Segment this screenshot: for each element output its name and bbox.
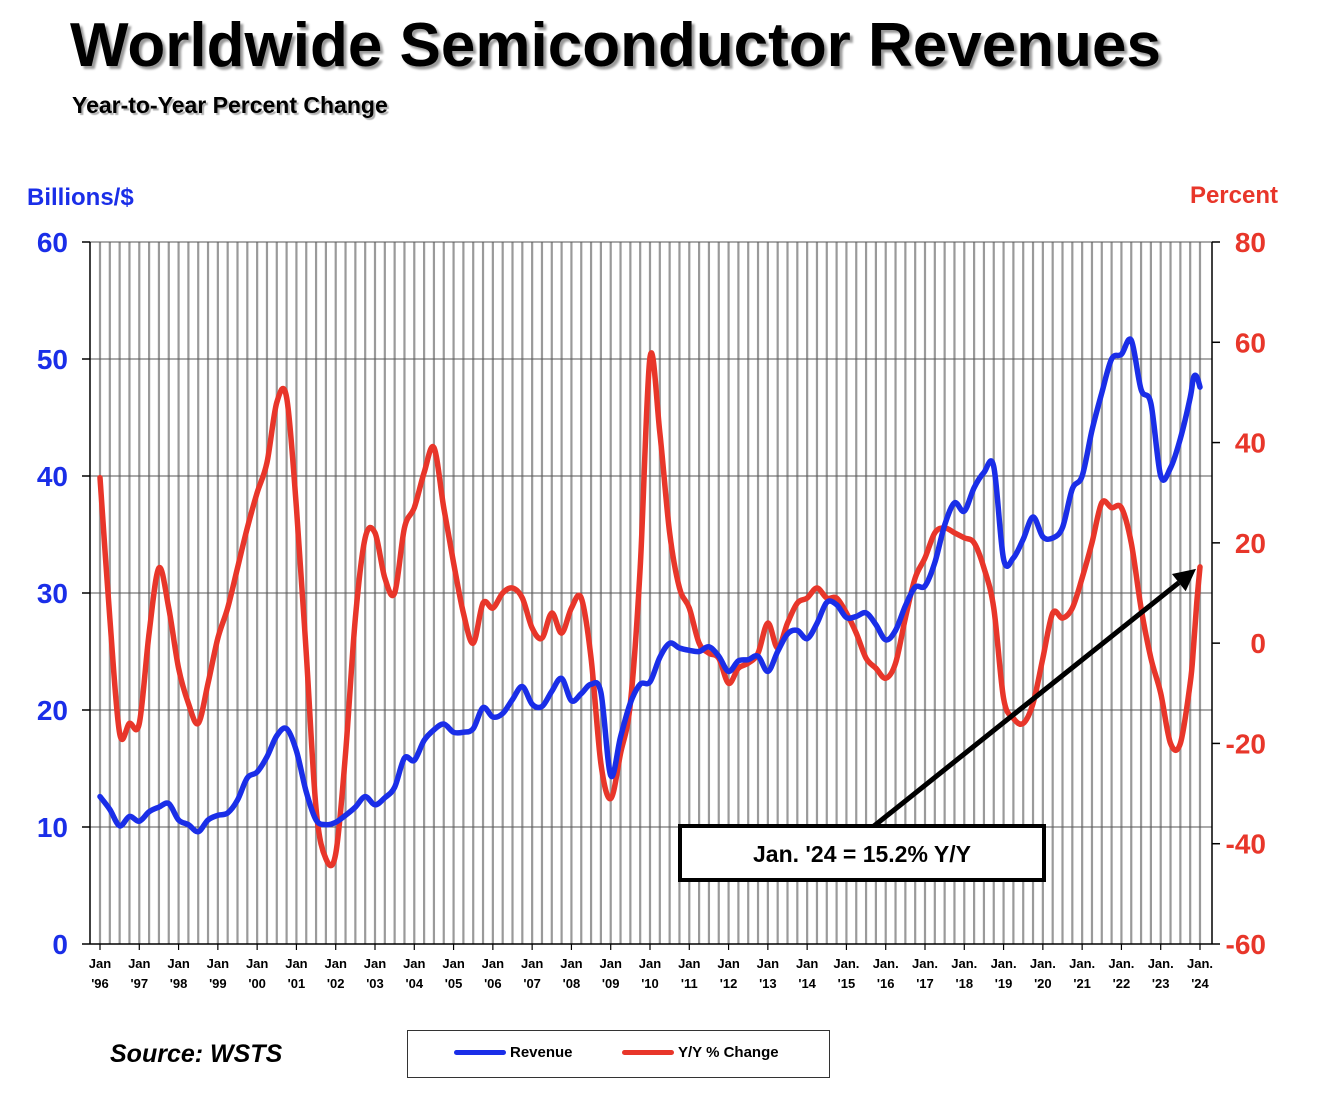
x-tick-label-month: Jan — [442, 956, 464, 971]
right-tick-label: -20 — [1226, 728, 1266, 759]
x-tick-label-month: Jan — [364, 956, 386, 971]
x-tick-label-year: '03 — [366, 976, 384, 991]
chart-title: Worldwide Semiconductor Revenues — [70, 11, 1161, 80]
x-tick-label-month: Jan — [482, 956, 504, 971]
x-tick-label-month: Jan — [678, 956, 700, 971]
x-tick-label-year: '01 — [288, 976, 306, 991]
x-tick-label-month: Jan — [128, 956, 150, 971]
chart-subtitle: Year-to-Year Percent Change — [72, 92, 388, 118]
x-tick-label-year: '21 — [1073, 976, 1091, 991]
right-tick-label: 60 — [1235, 327, 1266, 358]
vertical-gridlines — [90, 241, 1212, 944]
source-note: Source: WSTS — [110, 1040, 283, 1068]
x-tick-label-month: Jan — [796, 956, 818, 971]
x-tick-label-year: '16 — [877, 976, 895, 991]
x-tick-label-month: Jan. — [912, 956, 938, 971]
left-tick-label: 50 — [37, 344, 68, 375]
legend-label-revenue: Revenue — [510, 1044, 573, 1061]
x-tick-label-year: '04 — [406, 976, 424, 991]
annotation-arrow-head — [1171, 568, 1196, 592]
x-tick-label-month: Jan — [167, 956, 189, 971]
x-tick-label-year: '07 — [523, 976, 541, 991]
right-tick-label: 80 — [1235, 227, 1266, 258]
x-axis-ticks: Jan '96 Jan '97 Jan '98 Jan '99 Jan '00 Jan '01 Jan '… — [89, 944, 1213, 991]
x-tick-label-month: Jan. — [951, 956, 977, 971]
annotation: Jan. '24 = 15.2% Y/Y — [678, 568, 1196, 882]
x-tick-label-year: '09 — [602, 976, 620, 991]
left-tick-label: 40 — [37, 461, 68, 492]
left-tick-label: 10 — [37, 812, 68, 843]
right-tick-label: 20 — [1235, 528, 1266, 559]
x-tick-label-month: Jan — [207, 956, 229, 971]
x-tick-label-month: Jan — [89, 956, 111, 971]
annotation-box — [678, 824, 1046, 882]
legend-label-yoy: Y/Y % Change — [678, 1044, 779, 1061]
x-tick-label-year: '18 — [956, 976, 974, 991]
legend-swatch-revenue — [454, 1050, 506, 1055]
x-tick-label-month: Jan — [521, 956, 543, 971]
x-tick-label-month: Jan. — [1187, 956, 1213, 971]
x-tick-label-month: Jan — [600, 956, 622, 971]
x-tick-label-month: Jan — [285, 956, 307, 971]
left-tick-label: 20 — [37, 695, 68, 726]
x-tick-label-month: Jan — [403, 956, 425, 971]
x-tick-label-year: '10 — [641, 976, 659, 991]
x-tick-label-year: '06 — [484, 976, 502, 991]
x-tick-label-year: '96 — [91, 976, 109, 991]
right-tick-label: -60 — [1226, 929, 1266, 960]
left-tick-label: 0 — [52, 929, 68, 960]
x-tick-label-year: '13 — [759, 976, 777, 991]
annotation-text: Jan. '24 = 15.2% Y/Y — [753, 841, 971, 867]
x-tick-label-year: '05 — [445, 976, 463, 991]
left-tick-label: 60 — [37, 227, 68, 258]
annotation-arrow-shaft — [872, 580, 1181, 828]
x-tick-label-month: Jan. — [1108, 956, 1134, 971]
x-tick-label-year: '24 — [1191, 976, 1209, 991]
right-axis-ticks: -60 -40 -20 0 20 40 60 80 — [1212, 227, 1266, 960]
x-tick-label-year: '00 — [248, 976, 266, 991]
left-axis-ticks: 0 10 20 30 40 50 60 — [37, 227, 90, 960]
right-tick-label: 0 — [1250, 628, 1266, 659]
x-tick-label-year: '15 — [838, 976, 856, 991]
x-tick-label-month: Jan — [717, 956, 739, 971]
x-tick-label-month: Jan — [757, 956, 779, 971]
right-axis-label: Percent — [1189, 182, 1278, 209]
x-tick-label-year: '20 — [1034, 976, 1052, 991]
x-tick-label-month: Jan — [246, 956, 268, 971]
legend: Revenue Y/Y % Change — [407, 1030, 830, 1078]
x-tick-label-month: Jan. — [873, 956, 899, 971]
x-tick-label-month: Jan. — [833, 956, 859, 971]
x-tick-label-year: '23 — [1152, 976, 1170, 991]
x-tick-label-year: '11 — [681, 976, 698, 991]
x-tick-label-year: '17 — [916, 976, 934, 991]
x-tick-label-year: '99 — [209, 976, 227, 991]
legend-item-yoy: Y/Y % Change — [622, 1044, 779, 1061]
x-tick-label-month: Jan — [325, 956, 347, 971]
legend-item-revenue: Revenue — [454, 1044, 573, 1061]
series-lines — [97, 336, 1203, 869]
x-tick-label-year: '08 — [563, 976, 581, 991]
x-tick-label-month: Jan. — [991, 956, 1017, 971]
right-tick-label: -40 — [1226, 829, 1266, 860]
x-tick-label-month: Jan. — [1148, 956, 1174, 971]
x-tick-label-month: Jan. — [1030, 956, 1056, 971]
x-tick-label-year: '98 — [170, 976, 188, 991]
left-axis-label: Billions/$ — [27, 184, 134, 211]
x-tick-label-year: '19 — [995, 976, 1013, 991]
x-tick-label-month: Jan. — [1069, 956, 1095, 971]
x-tick-label-year: '97 — [131, 976, 149, 991]
x-tick-label-month: Jan — [639, 956, 661, 971]
x-tick-label-year: '02 — [327, 976, 345, 991]
x-tick-label-year: '12 — [720, 976, 738, 991]
right-tick-label: 40 — [1235, 428, 1266, 459]
x-tick-label-year: '14 — [798, 976, 816, 991]
left-tick-label: 30 — [37, 578, 68, 609]
x-tick-label-month: Jan — [560, 956, 582, 971]
revenue-line — [97, 336, 1203, 835]
x-tick-label-year: '22 — [1113, 976, 1131, 991]
yoy-change-line — [97, 350, 1203, 869]
legend-swatch-yoy — [622, 1050, 674, 1055]
